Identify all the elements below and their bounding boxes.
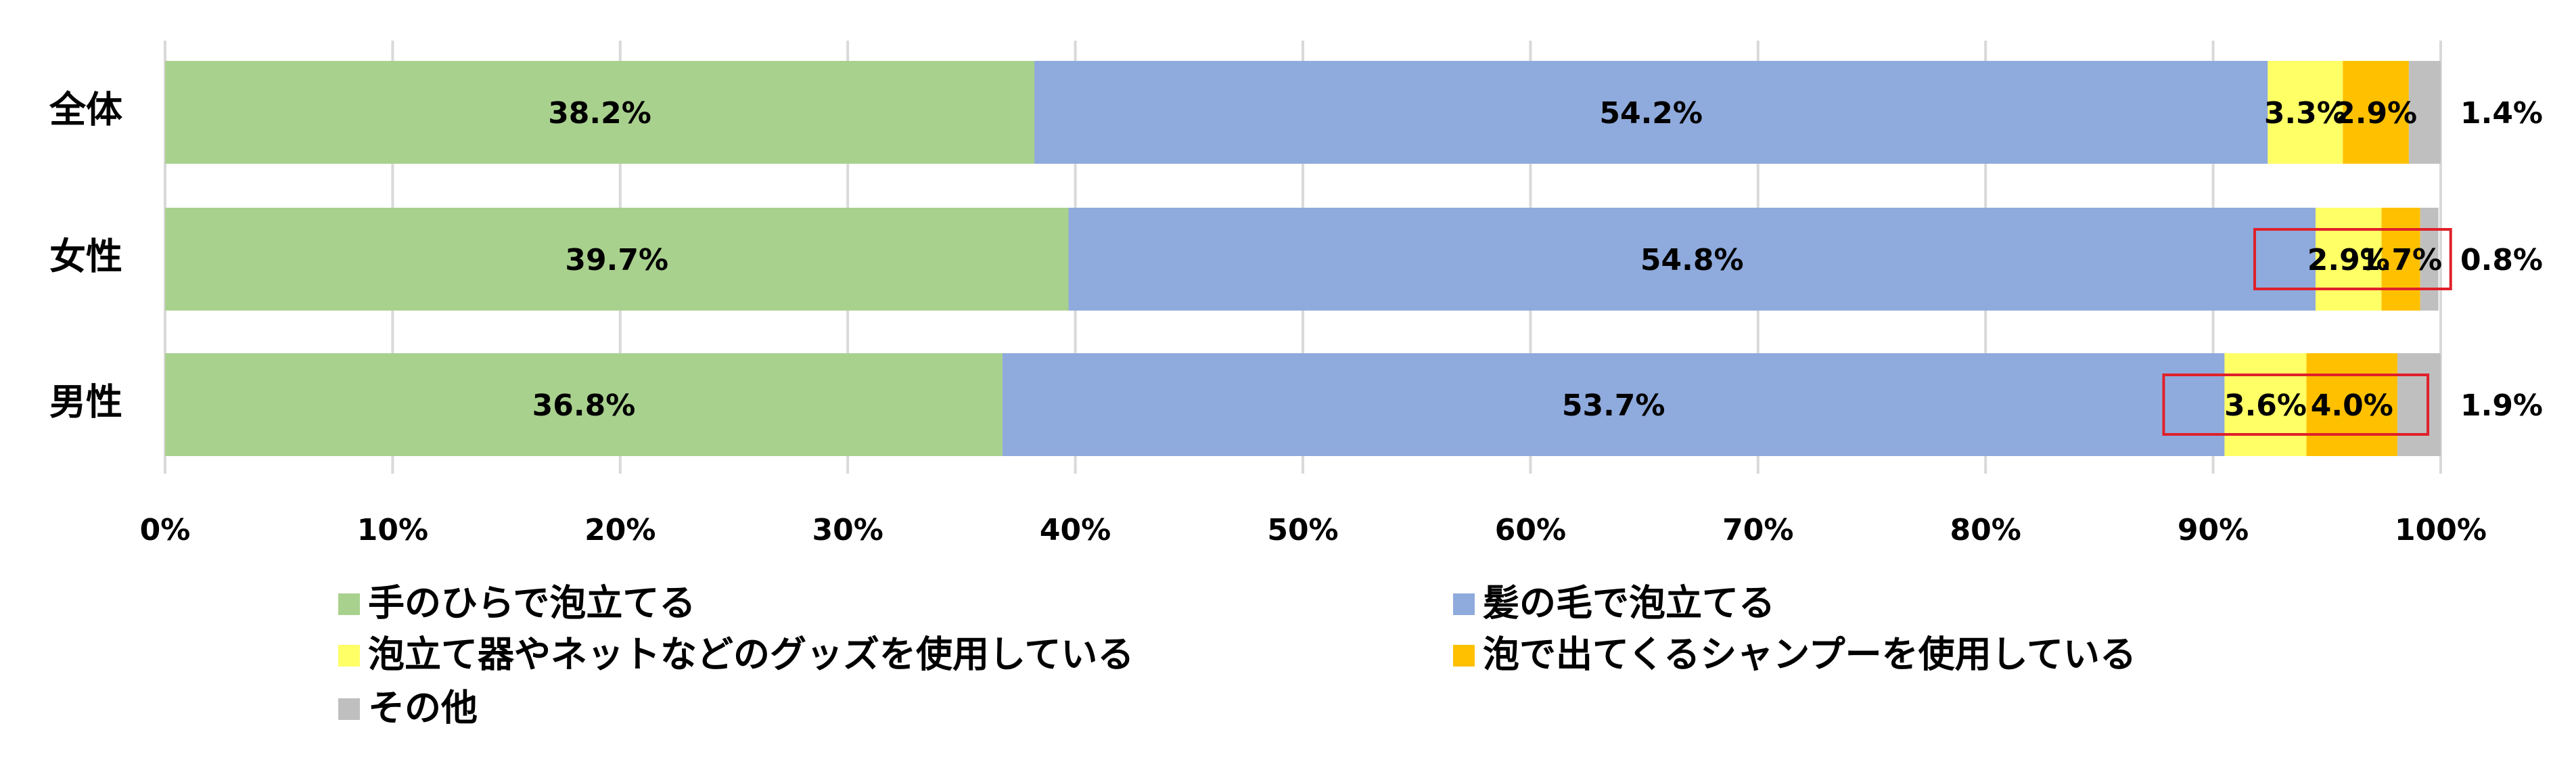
legend-swatch [1453,645,1475,667]
x-tick-label: 90% [2178,513,2249,547]
data-label: 54.8% [1640,243,1744,277]
bar-segment [165,353,1003,456]
data-label: 1.9% [2460,388,2543,423]
data-label: 36.8% [532,388,636,423]
bar-segment [1002,353,2225,456]
legend-label: 泡立て器やネットなどのグッズを使用している [368,633,1134,676]
bar-segment [165,61,1035,164]
data-label: 4.0% [2311,388,2393,423]
x-tick-label: 40% [1040,513,1111,547]
category-label: 男性 [49,381,122,424]
bar-segment [1034,61,2268,164]
data-label: 0.8% [2460,243,2543,277]
data-label: 1.7% [2360,243,2442,277]
data-label: 39.7% [565,243,668,277]
bar-segment [2224,353,2307,456]
legend-swatch [338,593,360,615]
data-label: 38.2% [548,96,651,131]
bar-segment [165,208,1069,311]
x-tick-label: 100% [2395,513,2487,547]
category-label: 全体 [49,89,122,131]
bar-segment [2306,353,2398,456]
highlight-box [2253,228,2452,290]
data-label: 2.9% [2307,243,2390,277]
data-label: 3.3% [2264,96,2347,131]
x-tick-label: 30% [812,513,883,547]
x-tick-label: 20% [584,513,656,547]
data-label: 1.4% [2460,96,2543,131]
x-tick-label: 60% [1495,513,1566,547]
bar-segment [2397,353,2441,456]
legend-swatch [338,698,360,720]
bar-segment [2381,208,2420,311]
legend-label: 手のひらで泡立てる [368,582,695,625]
data-label: 2.9% [2334,96,2417,131]
x-tick-label: 50% [1267,513,1338,547]
bar-segment [2268,61,2343,164]
x-tick-label: 70% [1722,513,1793,547]
legend-swatch [1453,593,1475,615]
highlight-box [2162,374,2430,436]
legend-label: 泡で出てくるシャンプーを使用している [1483,633,2136,676]
x-tick-label: 10% [357,513,428,547]
legend-label: その他 [368,687,478,729]
data-label: 53.7% [1562,388,1665,423]
bar-segment [2420,208,2439,311]
category-label: 女性 [49,235,122,278]
data-label: 54.2% [1599,96,1703,131]
legend-swatch [338,645,360,667]
bar-segment [2343,61,2409,164]
data-label: 3.6% [2224,388,2307,423]
bar-segment [1068,208,2316,311]
bar-segment [2315,208,2382,311]
x-tick-label: 80% [1950,513,2021,547]
bar-segment [2408,61,2441,164]
x-tick-label: 0% [140,513,191,547]
legend-label: 髪の毛で泡立てる [1483,582,1775,625]
